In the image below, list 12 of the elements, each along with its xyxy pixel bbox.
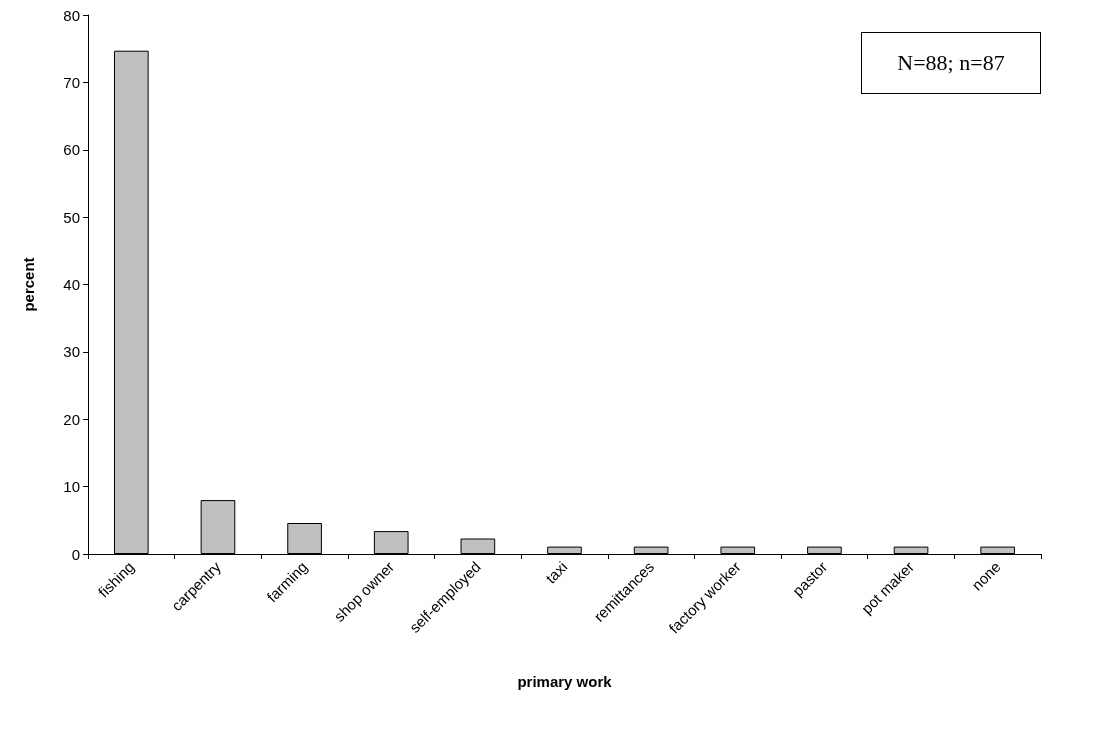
x-axis-title: primary work (517, 673, 613, 690)
y-tick-label: 20 (63, 410, 80, 428)
y-tick-label: 70 (63, 73, 80, 91)
y-tick-label: 40 (63, 276, 80, 293)
x-tick-label: taxi (541, 557, 571, 587)
y-tick-label: 10 (63, 478, 80, 496)
y-tick-label: 30 (63, 343, 80, 361)
y-tick-label: 50 (63, 208, 80, 226)
y-tick-label: 80 (63, 6, 80, 24)
y-tick-label: 0 (71, 545, 80, 563)
y-tick-label: 60 (63, 141, 80, 159)
y-axis-title: percent (20, 257, 37, 312)
